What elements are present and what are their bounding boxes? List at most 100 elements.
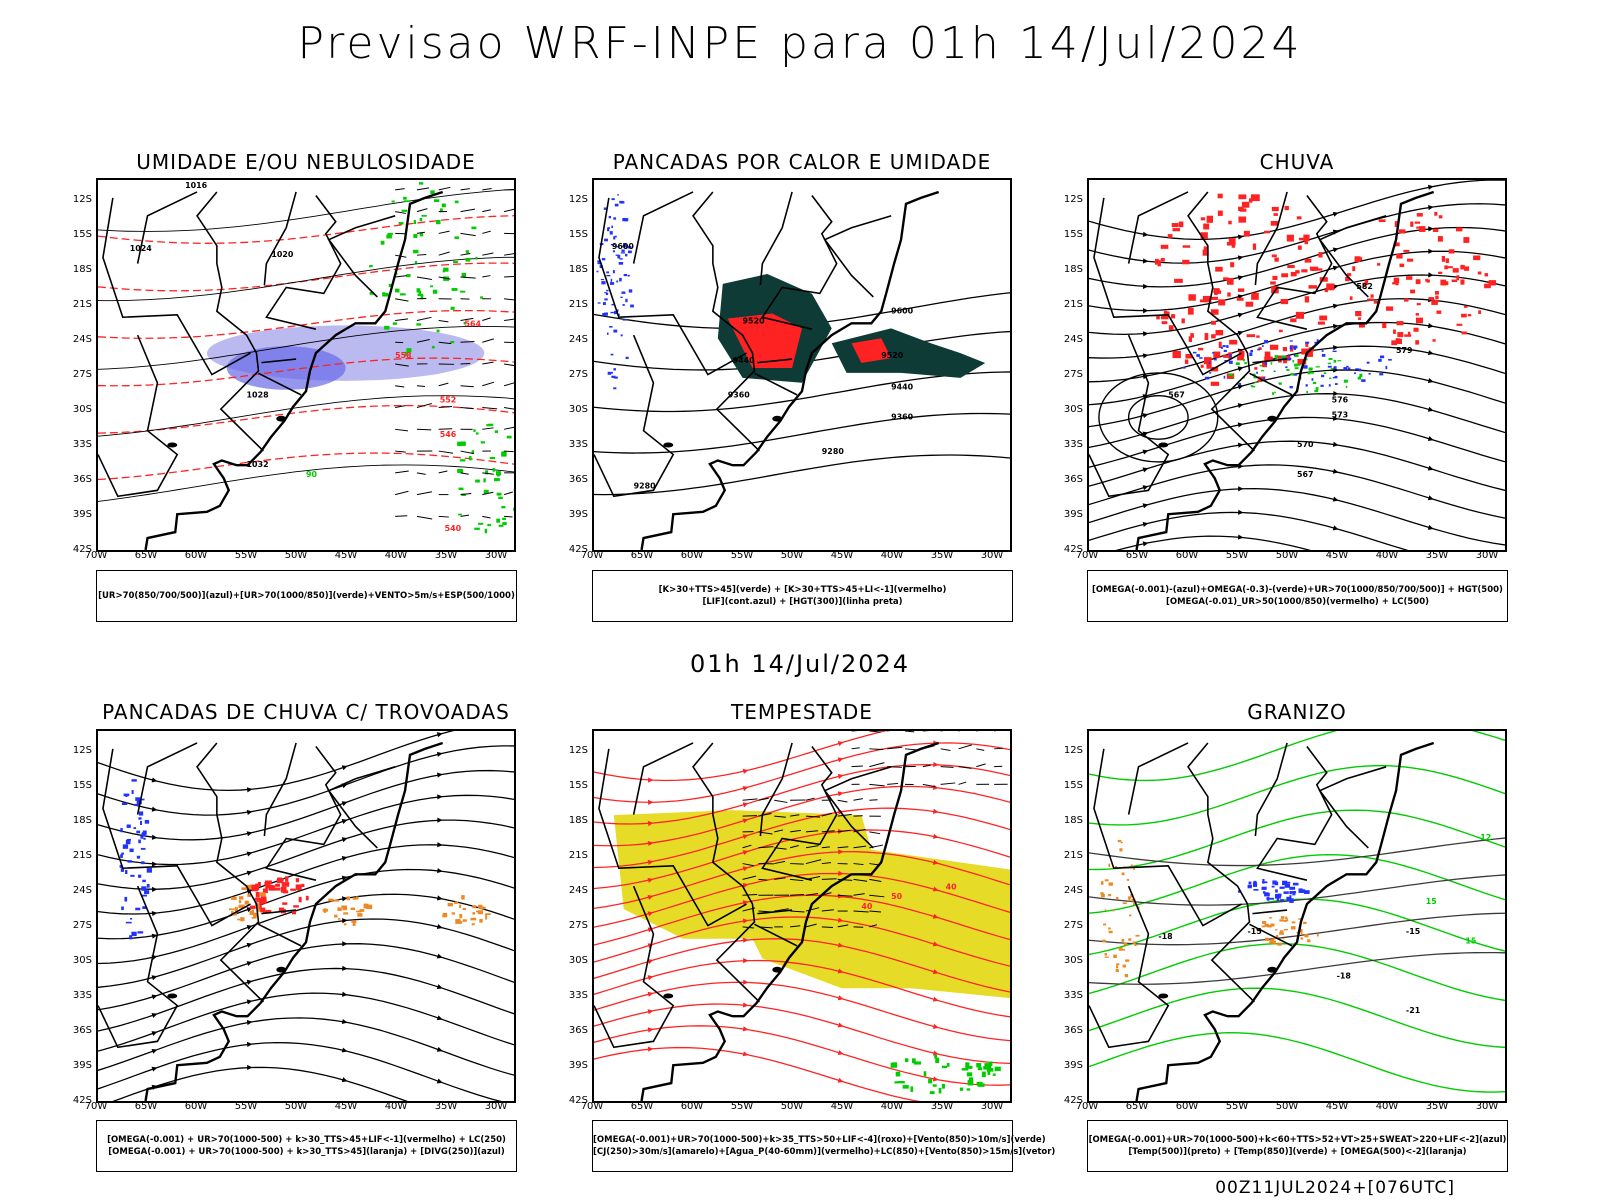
border-line xyxy=(754,923,798,947)
lc500-streamline xyxy=(1089,203,1505,264)
pressure-contour xyxy=(98,256,514,302)
wind10-area xyxy=(895,1071,901,1077)
wind850-vector xyxy=(958,766,972,769)
hail-area xyxy=(1303,890,1310,894)
lagoon xyxy=(276,966,287,973)
shower-area xyxy=(447,903,453,907)
rain-area xyxy=(1362,282,1365,288)
lat-tick-label: 36S xyxy=(568,1025,588,1036)
divergence-area xyxy=(131,790,134,795)
stream-arrow xyxy=(151,1048,158,1054)
stream-arrow xyxy=(647,820,654,827)
stream-arrow xyxy=(1142,331,1149,337)
hail-area xyxy=(1269,897,1275,900)
rain-area xyxy=(1446,266,1453,269)
rain-area xyxy=(1463,305,1468,308)
lat-tick-label: 21S xyxy=(72,850,92,861)
lon-tick-label: 50W xyxy=(284,1101,308,1112)
shower-area xyxy=(343,923,347,926)
shower-area xyxy=(470,917,477,921)
lif-contour xyxy=(613,387,617,390)
wind-vector xyxy=(504,450,514,453)
omega-area xyxy=(1366,361,1370,364)
wind10-area xyxy=(891,1062,898,1067)
humid-low-level xyxy=(488,423,494,427)
hail-area xyxy=(1298,888,1303,893)
omega500-area xyxy=(1283,919,1287,922)
stream-arrow xyxy=(932,859,939,865)
omega-strong-area xyxy=(1296,364,1301,366)
shower-area xyxy=(238,904,245,909)
omega500-area xyxy=(1104,956,1109,958)
wind850-vector xyxy=(837,924,849,928)
lif-contour xyxy=(597,262,602,265)
stream-arrow xyxy=(933,784,939,790)
lc850-streamline xyxy=(594,785,1010,847)
contour-label: 9440 xyxy=(891,383,914,392)
rain-area xyxy=(1456,275,1460,281)
humid-low-level xyxy=(486,424,491,427)
lif-contour xyxy=(621,291,626,294)
humid-low-level xyxy=(463,321,466,325)
omega500-area xyxy=(1122,949,1126,951)
rain-area xyxy=(1298,237,1306,241)
temp850-contour xyxy=(1089,853,1505,914)
contour-label: 40 xyxy=(861,902,873,911)
shower-area xyxy=(459,914,463,919)
wind850-vector xyxy=(922,764,931,768)
lon-tick-label: 65W xyxy=(1125,1101,1149,1112)
rain-area xyxy=(1367,298,1374,301)
lon-tick-label: 35W xyxy=(434,550,458,561)
rain-area xyxy=(1391,340,1398,346)
rain-area xyxy=(1445,258,1449,264)
rain-area xyxy=(1257,376,1266,379)
stream-arrow xyxy=(647,991,654,997)
wind-vector xyxy=(504,515,513,518)
wind-vector xyxy=(460,493,472,496)
omega-area xyxy=(1196,354,1200,357)
contour-label: 9600 xyxy=(891,307,914,316)
wind850-vector xyxy=(869,924,878,928)
lat-tick-label: 18S xyxy=(72,264,92,275)
shower-area xyxy=(237,918,241,921)
omega-area xyxy=(1355,368,1359,370)
wind10-area xyxy=(934,1054,938,1059)
lat-tick-label: 42S xyxy=(72,1095,92,1106)
wind850-vector xyxy=(821,830,835,833)
omega-strong-area xyxy=(1292,360,1295,363)
rain-area xyxy=(1184,359,1189,364)
lif-contour xyxy=(620,201,625,204)
wind-vector xyxy=(504,407,514,410)
hail-area xyxy=(1289,891,1292,895)
stream-arrow xyxy=(1427,524,1434,530)
wind-vector xyxy=(482,491,494,496)
storm-area xyxy=(258,904,262,909)
humid-low-level xyxy=(458,487,464,491)
stream-arrow xyxy=(246,961,253,967)
rain-area xyxy=(1478,310,1482,314)
omega500-area xyxy=(1108,863,1111,867)
omega-strong-area xyxy=(1337,360,1342,362)
lc850-streamline xyxy=(594,829,1010,890)
rain-area xyxy=(1301,269,1308,273)
stream-arrow xyxy=(1237,403,1244,409)
stream-arrow xyxy=(742,900,749,906)
storm-area xyxy=(262,888,268,894)
rain-area xyxy=(1202,249,1209,256)
humid-low-level xyxy=(401,209,408,212)
humid-low-level xyxy=(420,294,424,300)
stream-arrow xyxy=(647,877,654,883)
closed-low xyxy=(1098,372,1219,463)
border-line xyxy=(1318,766,1387,849)
lon-tick-label: 45W xyxy=(334,550,358,561)
shower-area xyxy=(334,914,338,918)
border-line xyxy=(692,191,760,452)
lat-tick-label: 18S xyxy=(568,815,588,826)
wind-vector xyxy=(482,361,494,365)
lif-contour xyxy=(620,334,623,337)
lon-tick-label: 40W xyxy=(1375,550,1399,561)
omega-strong-area xyxy=(1286,369,1290,371)
stream-arrow xyxy=(436,924,443,929)
stream-arrow xyxy=(1427,465,1434,471)
divergence-area xyxy=(136,799,142,805)
